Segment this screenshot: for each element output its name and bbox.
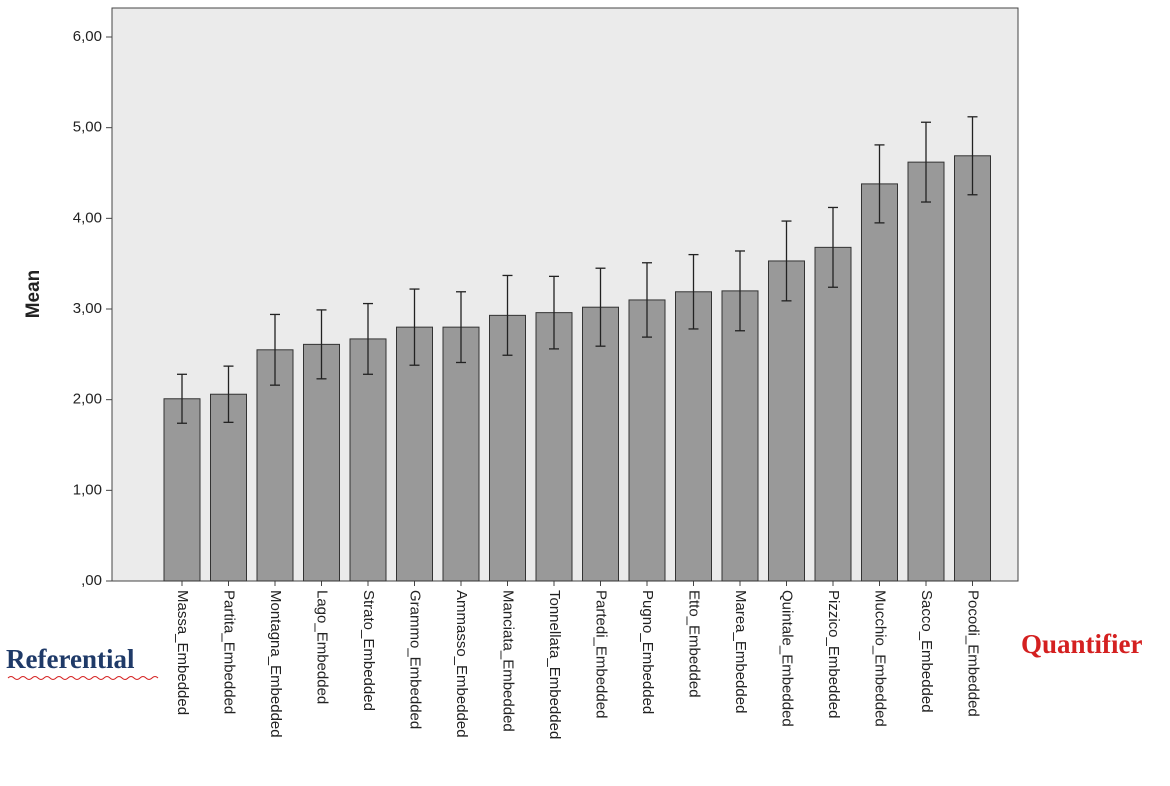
error-bar	[549, 275, 559, 350]
x-tick-label: Pocodi_Embedded	[965, 590, 982, 717]
error-bar	[735, 250, 745, 332]
x-tick-label: Grammo_Embedded	[407, 590, 424, 729]
bar	[675, 291, 712, 582]
x-tick-label: Manciata_Embedded	[500, 590, 517, 732]
error-bar	[270, 313, 280, 386]
error-bar	[316, 309, 327, 380]
error-bar	[456, 291, 466, 364]
bar	[582, 306, 619, 582]
bar	[535, 312, 573, 582]
error-bar	[223, 365, 234, 423]
y-tick-label: 1,00	[73, 481, 102, 498]
error-bar	[967, 116, 978, 196]
error-bar	[688, 253, 699, 330]
y-tick-label: ,00	[81, 572, 102, 589]
bar	[954, 155, 991, 582]
bar	[768, 260, 805, 582]
error-bar	[828, 206, 838, 288]
bar	[721, 290, 759, 582]
error-bar	[177, 373, 187, 424]
x-tick-label: Lago_Embedded	[314, 590, 331, 704]
y-tick-label: 6,00	[73, 28, 102, 45]
spell-underline	[7, 676, 159, 680]
x-tick-label: Sacco_Embedded	[918, 590, 935, 713]
y-tick-label: 4,00	[73, 209, 102, 226]
bar	[907, 161, 945, 582]
bar	[628, 299, 666, 582]
bar	[861, 183, 898, 582]
y-axis-label: Mean	[23, 270, 44, 319]
x-tick-label: Strato_Embedded	[360, 590, 377, 711]
error-bar	[409, 288, 420, 366]
x-tick-label: Etto_Embedded	[686, 590, 703, 698]
bar	[303, 343, 340, 582]
error-bar	[921, 121, 931, 203]
x-tick-label: Pizzico_Embedded	[825, 590, 842, 718]
annotation: Referential	[6, 644, 135, 674]
bar	[163, 398, 201, 582]
error-bar	[642, 262, 652, 338]
y-tick-label: 5,00	[73, 119, 102, 136]
x-tick-label: Quintale_Embedded	[779, 590, 796, 727]
x-tick-label: Pugno_Embedded	[639, 590, 656, 714]
error-bar	[874, 144, 885, 224]
annotation: Quantifier	[1021, 629, 1143, 659]
x-tick-label: Ammasso_Embedded	[453, 590, 470, 738]
y-tick-label: 2,00	[73, 391, 102, 408]
bar	[256, 349, 294, 582]
bar	[814, 246, 852, 582]
bar	[349, 338, 387, 582]
x-tick-label: Montagna_Embedded	[267, 590, 284, 738]
bar	[442, 326, 480, 582]
x-tick-label: Partedi_Embedded	[593, 590, 610, 718]
error-bar	[363, 302, 373, 375]
x-tick-label: Mucchio_Embedded	[872, 590, 889, 727]
error-bar	[595, 267, 606, 347]
y-tick-label: 3,00	[73, 300, 102, 317]
error-bar	[502, 274, 513, 356]
x-tick-label: Tonnellata_Embedded	[546, 590, 563, 739]
x-tick-label: Marea_Embedded	[732, 590, 749, 713]
bar	[489, 314, 526, 582]
x-tick-label: Massa_Embedded	[174, 590, 191, 715]
error-bar	[781, 220, 792, 302]
x-tick-label: Partita_Embedded	[221, 590, 238, 714]
